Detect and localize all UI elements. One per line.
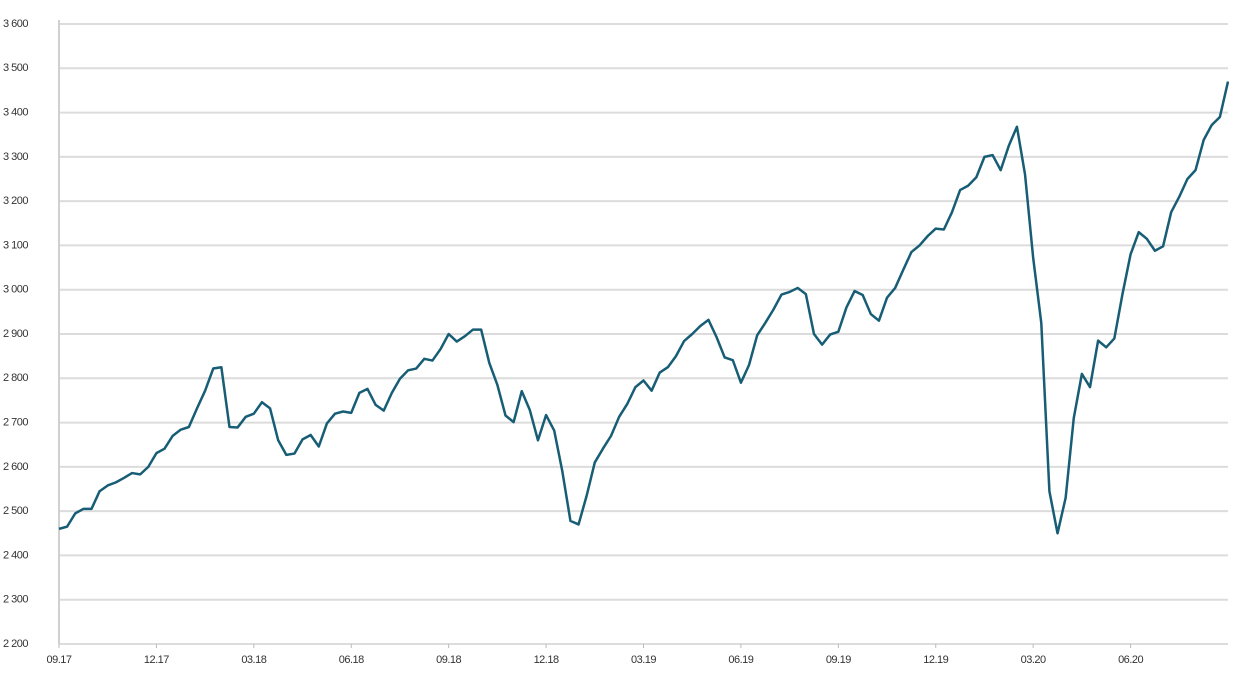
y-tick-label: 3 600 xyxy=(3,18,28,30)
y-tick-label: 3 500 xyxy=(3,62,28,74)
y-tick-label: 3 300 xyxy=(3,151,28,163)
x-tick-label: 03.20 xyxy=(1021,654,1046,666)
x-tick-label: 03.19 xyxy=(631,654,656,666)
x-tick-label: 06.19 xyxy=(728,654,753,666)
y-tick-label: 3 400 xyxy=(3,106,28,118)
y-tick-label: 2 800 xyxy=(3,372,28,384)
y-tick-label: 3 000 xyxy=(3,284,28,296)
y-tick-label: 2 600 xyxy=(3,461,28,473)
y-tick-label: 3 200 xyxy=(3,195,28,207)
x-tick-label: 12.19 xyxy=(923,654,948,666)
y-tick-label: 2 900 xyxy=(3,328,28,340)
x-tick-label: 03.18 xyxy=(241,654,266,666)
y-tick-label: 2 400 xyxy=(3,549,28,561)
y-tick-label: 2 700 xyxy=(3,416,28,428)
x-tick-label: 09.17 xyxy=(46,654,71,666)
line xyxy=(58,81,1230,535)
x-tick-label: 06.18 xyxy=(339,654,364,666)
y-tick-label: 2 200 xyxy=(3,638,28,650)
x-tick-label: 06.20 xyxy=(1118,654,1143,666)
y-tick-label: 2 300 xyxy=(3,594,28,606)
x-tick-label: 09.19 xyxy=(826,654,851,666)
y-tick-label: 3 100 xyxy=(3,239,28,251)
x-tick-label: 09.18 xyxy=(436,654,461,666)
x-tick-label: 12.18 xyxy=(534,654,559,666)
x-tick-label: 12.17 xyxy=(144,654,169,666)
y-tick-label: 2 500 xyxy=(3,505,28,517)
